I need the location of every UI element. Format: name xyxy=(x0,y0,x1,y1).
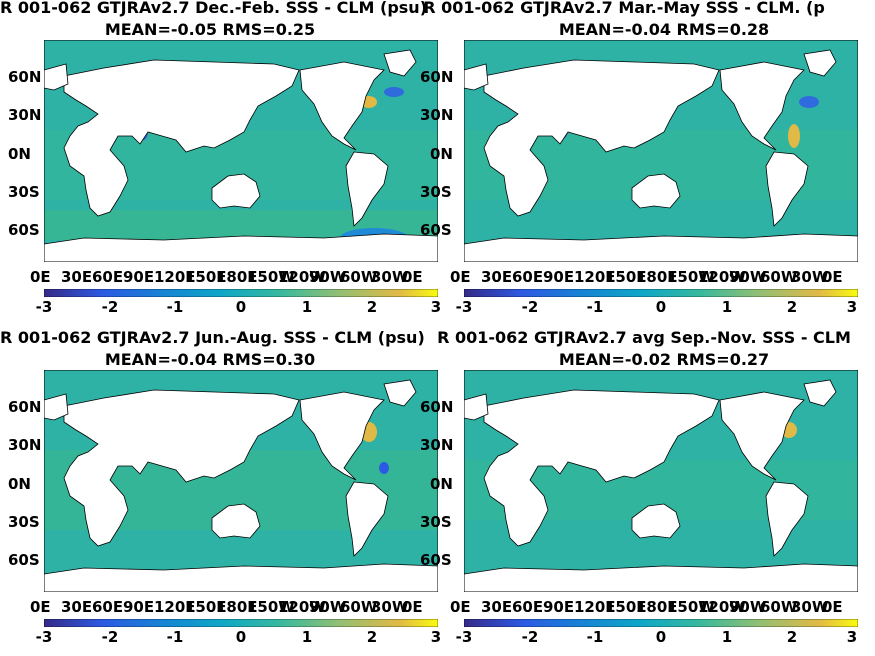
panel-stats: MEAN=-0.02 RMS=0.27 xyxy=(558,350,770,369)
lat-tick: 60S xyxy=(420,551,452,569)
sss-anomaly-map xyxy=(464,40,858,262)
panel-stats: MEAN=-0.04 RMS=0.28 xyxy=(558,20,770,39)
lat-tick: 60N xyxy=(420,398,454,416)
sss-anomaly-map xyxy=(44,40,438,262)
lat-tick: 30N xyxy=(8,106,42,124)
lat-tick: 0N xyxy=(430,475,453,493)
lat-tick: 0N xyxy=(8,475,31,493)
lat-tick: 60S xyxy=(8,221,40,239)
colorbar-ticks: -3 -2 -1 0 1 2 3 xyxy=(455,298,858,316)
sss-anomaly-map xyxy=(44,370,438,592)
lat-tick: 30S xyxy=(8,183,40,201)
map-panel-son: R 001-062 GTJRAv2.7 avg Sep.-Nov. SSS - … xyxy=(420,329,875,650)
map-panel-djf: R 001-062 GTJRAv2.7 Dec.-Feb. SSS - CLM … xyxy=(0,0,442,316)
lat-tick: 30S xyxy=(420,183,452,201)
lat-tick: 60S xyxy=(420,221,452,239)
lat-tick: 60N xyxy=(8,68,42,86)
sss-anomaly-map xyxy=(464,370,858,592)
colorbar-ticks: -3 -2 -1 0 1 2 3 xyxy=(35,298,442,316)
lat-tick: 30N xyxy=(8,436,42,454)
lat-tick: 0N xyxy=(430,145,453,163)
lat-tick: 60N xyxy=(420,68,454,86)
colorbar xyxy=(464,619,858,627)
panel-title: R 001-062 GTJRAv2.7 Jun.-Aug. SSS - CLM … xyxy=(0,328,425,347)
lat-tick: 30S xyxy=(8,513,40,531)
colorbar xyxy=(44,619,438,627)
colorbar-ticks: -3 -2 -1 0 1 2 3 xyxy=(35,628,442,646)
panel-stats: MEAN=-0.05 RMS=0.25 xyxy=(104,20,316,39)
panel-title: R 001-062 GTJRAv2.7 Dec.-Feb. SSS - CLM … xyxy=(0,0,427,17)
lat-tick: 30N xyxy=(420,106,454,124)
lat-tick: 30S xyxy=(420,513,452,531)
lat-tick: 60S xyxy=(8,551,40,569)
panel-title: R 001-062 GTJRAv2.7 avg Sep.-Nov. SSS - … xyxy=(437,328,851,347)
lat-tick: 30N xyxy=(420,436,454,454)
colorbar xyxy=(44,289,438,297)
map-panel-jja: R 001-062 GTJRAv2.7 Jun.-Aug. SSS - CLM … xyxy=(0,328,442,647)
panel-title: R 001-062 GTJRAv2.7 Mar.-May SSS - CLM. … xyxy=(423,0,825,17)
colorbar xyxy=(464,289,858,297)
panel-stats: MEAN=-0.04 RMS=0.30 xyxy=(104,350,316,369)
colorbar-ticks: -3 -2 -1 0 1 2 3 xyxy=(455,628,858,646)
lat-tick: 60N xyxy=(8,398,42,416)
lat-tick: 0N xyxy=(8,145,31,163)
map-panel-mam: R 001-062 GTJRAv2.7 Mar.-May SSS - CLM. … xyxy=(420,0,875,320)
